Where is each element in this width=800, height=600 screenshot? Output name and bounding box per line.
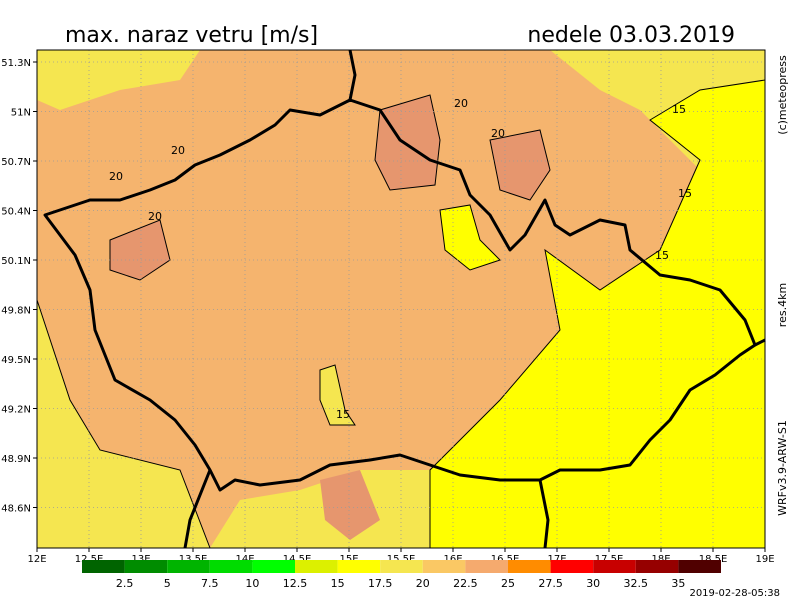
contour bbox=[109, 219, 171, 281]
lon-tick-label: 17.5E bbox=[595, 554, 624, 565]
legend-label: 17.5 bbox=[368, 577, 393, 590]
contour-label: 15 bbox=[672, 103, 686, 116]
contour bbox=[429, 79, 766, 548]
resolution-label: res.4km bbox=[776, 283, 789, 327]
country-border bbox=[43, 98, 757, 492]
legend-label: 32.5 bbox=[624, 577, 649, 590]
legend-swatch bbox=[422, 560, 466, 573]
legend-label: 35 bbox=[671, 577, 685, 590]
field-region bbox=[210, 470, 430, 548]
lon-tick-label: 15E bbox=[339, 554, 358, 565]
lat-tick-label: 49.5N bbox=[1, 355, 31, 366]
legend-swatch bbox=[337, 560, 381, 573]
lon-tick-label: 18.5E bbox=[699, 554, 728, 565]
country-border bbox=[538, 479, 550, 549]
contour-label: 20 bbox=[171, 144, 185, 157]
model-label: WRFv3.9-ARW-S1 bbox=[776, 420, 789, 516]
copyright-label: (c)meteopress bbox=[776, 55, 789, 135]
lat-tick-label: 50.4N bbox=[1, 207, 31, 218]
map-area bbox=[36, 49, 766, 549]
contour bbox=[36, 299, 211, 549]
legend-label: 5 bbox=[164, 577, 171, 590]
lat-tick-label: 48.6N bbox=[1, 504, 31, 515]
country-border bbox=[754, 338, 766, 347]
contour-label: 20 bbox=[454, 97, 468, 110]
lon-tick-label: 14.5E bbox=[283, 554, 312, 565]
legend-label: 27.5 bbox=[538, 577, 563, 590]
legend-swatch bbox=[380, 560, 423, 573]
field-region bbox=[110, 220, 170, 280]
legend-label: 7.5 bbox=[201, 577, 219, 590]
legend-label: 2.5 bbox=[116, 577, 134, 590]
lon-tick-label: 15.5E bbox=[387, 554, 416, 565]
lon-tick-label: 12.5E bbox=[75, 554, 104, 565]
legend-swatch bbox=[124, 560, 168, 573]
legend-label: 10 bbox=[245, 577, 259, 590]
contour bbox=[319, 364, 356, 426]
contour-label: 20 bbox=[491, 127, 505, 140]
contour-label: 15 bbox=[678, 187, 692, 200]
lon-tick-label: 13.5E bbox=[179, 554, 208, 565]
timestamp: 2019-02-28-05:38 bbox=[689, 588, 780, 599]
legend-swatch bbox=[209, 560, 253, 573]
legend-swatch bbox=[678, 560, 721, 573]
lon-tick-label: 14E bbox=[235, 554, 254, 565]
legend-swatch bbox=[252, 560, 295, 573]
legend-label: 25 bbox=[501, 577, 515, 590]
contour bbox=[439, 204, 501, 271]
field-region bbox=[440, 205, 500, 270]
legend-swatch bbox=[295, 560, 338, 573]
legend-swatch bbox=[82, 560, 125, 573]
legend-swatch bbox=[635, 560, 679, 573]
legend-swatch bbox=[508, 560, 551, 573]
lat-tick-label: 51N bbox=[11, 108, 31, 119]
lon-tick-label: 16.5E bbox=[491, 554, 520, 565]
lat-tick-label: 48.9N bbox=[1, 454, 31, 465]
grid bbox=[36, 50, 766, 548]
lon-tick-label: 13E bbox=[131, 554, 150, 565]
legend-label: 20 bbox=[416, 577, 430, 590]
contour bbox=[374, 94, 441, 191]
legend-label: 12.5 bbox=[283, 577, 308, 590]
lon-tick-label: 16E bbox=[443, 554, 462, 565]
field-region bbox=[430, 80, 765, 548]
lon-tick-label: 18E bbox=[651, 554, 670, 565]
contour-label: 15 bbox=[655, 249, 669, 262]
field-region bbox=[320, 470, 380, 540]
lon-tick-label: 19E bbox=[755, 554, 774, 565]
legend-swatch bbox=[593, 560, 636, 573]
legend-swatch bbox=[550, 560, 594, 573]
lat-tick-label: 49.8N bbox=[1, 306, 31, 317]
lat-tick-label: 49.2N bbox=[1, 405, 31, 416]
contour-label: 20 bbox=[148, 210, 162, 223]
contour-labels: 20 20 20 20 20 15 15 15 15 bbox=[109, 97, 692, 421]
field-region bbox=[375, 95, 440, 190]
contour bbox=[489, 129, 551, 201]
country-border bbox=[183, 469, 212, 549]
contour-label: 15 bbox=[336, 408, 350, 421]
contour-label: 20 bbox=[109, 170, 123, 183]
axes: 51.3N 51N 50.7N 50.4N 50.1N 49.8N 49.5N 49.2N 48… bbox=[1, 58, 774, 565]
legend-label: 30 bbox=[586, 577, 600, 590]
country-border bbox=[348, 49, 357, 101]
lon-tick-label: 12E bbox=[27, 554, 46, 565]
field-region bbox=[37, 300, 210, 548]
map-date: nedele 03.03.2019 bbox=[527, 23, 735, 48]
lat-tick-label: 50.7N bbox=[1, 157, 31, 168]
field-region bbox=[37, 50, 200, 110]
legend-swatch bbox=[167, 560, 210, 573]
lat-tick-label: 51.3N bbox=[1, 58, 31, 69]
color-legend: 2.5 5 7.5 10 12.5 15 17.5 20 22.5 25 27.5 30 32.5 35 bbox=[82, 560, 721, 590]
legend-label: 15 bbox=[331, 577, 345, 590]
lat-tick-label: 50.1N bbox=[1, 256, 31, 267]
lon-tick-label: 17E bbox=[547, 554, 566, 565]
map-title: max. naraz vetru [m/s] bbox=[65, 23, 318, 48]
legend-swatch bbox=[465, 560, 508, 573]
legend-label: 22.5 bbox=[453, 577, 478, 590]
